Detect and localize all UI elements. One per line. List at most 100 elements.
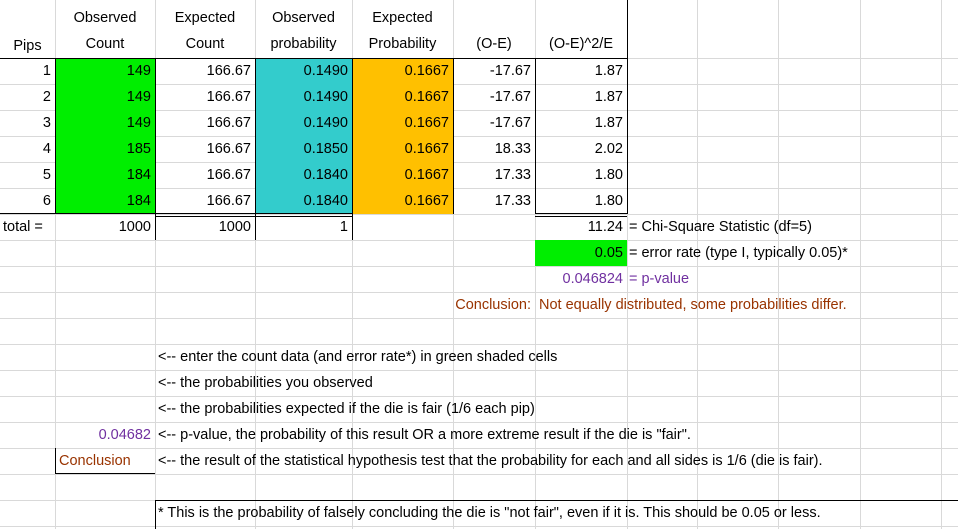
expected-probability-cell[interactable]: 0.1667 (352, 136, 453, 162)
o-minus-e-cell[interactable]: -17.67 (489, 63, 531, 79)
observed-count-cell[interactable]: 184 (55, 162, 155, 188)
o-minus-e-cell[interactable]: 18.33 (494, 141, 531, 157)
observed-probability-cell[interactable]: 0.1490 (255, 84, 352, 110)
expected-count-cell[interactable]: 166.67 (206, 193, 251, 209)
grid-line (0, 474, 958, 475)
header-expected-count-line1: Expected (174, 10, 236, 26)
total-obs-prob-cell[interactable]: 1 (339, 219, 348, 235)
observed-probability-cell[interactable]: 0.1840 (255, 188, 352, 214)
legend-p-value-sample: 0.04682 (98, 427, 151, 443)
expected-probability-cell[interactable]: 0.1667 (352, 162, 453, 188)
error-rate-input-cell[interactable]: 0.05 (535, 240, 627, 266)
observed-probability-cell[interactable]: 0.1490 (255, 58, 352, 84)
o-minus-e-cell[interactable]: -17.67 (489, 115, 531, 131)
header-chi-term: (O-E)^2/E (548, 36, 613, 52)
border (155, 58, 156, 240)
border (352, 58, 353, 240)
border (535, 58, 536, 214)
border (535, 213, 627, 214)
total-observed-cell[interactable]: 1000 (118, 219, 151, 235)
footnote: * This is the probability of falsely con… (158, 505, 821, 521)
total-expected-cell[interactable]: 1000 (218, 219, 251, 235)
grid-line (0, 136, 958, 137)
p-value-label: = p-value (629, 271, 690, 287)
chi-square-value-cell[interactable]: 11.24 (587, 219, 623, 235)
border (155, 500, 958, 501)
observed-count-cell[interactable]: 149 (55, 110, 155, 136)
legend-gold-text: <-- the probabilities expected if the di… (158, 401, 535, 417)
conclusion-label: Conclusion: (455, 297, 531, 313)
header-observed-probability-line1: Observed (272, 10, 335, 26)
observed-count-cell[interactable]: 149 (55, 58, 155, 84)
grid-line (860, 0, 861, 529)
grid-line (155, 0, 156, 529)
chi-term-cell[interactable]: 1.87 (594, 115, 623, 131)
legend-p-value-text: <-- p-value, the probability of this res… (158, 427, 691, 443)
grid-line (941, 0, 942, 529)
o-minus-e-cell[interactable]: 17.33 (494, 167, 531, 183)
pip-cell[interactable]: 3 (42, 115, 51, 131)
expected-count-cell[interactable]: 166.67 (206, 115, 251, 131)
header-expected-count-line2: Count (185, 36, 225, 52)
observed-count-cell[interactable]: 184 (55, 188, 155, 214)
legend-cyan-text: <-- the probabilities you observed (158, 375, 373, 391)
border (55, 58, 56, 214)
chi-term-cell[interactable]: 1.80 (594, 167, 623, 183)
header-observed-count-line2: Count (85, 36, 125, 52)
legend-conclusion-text: <-- the result of the statistical hypoth… (158, 453, 823, 469)
p-value-cell[interactable]: 0.046824 (562, 271, 623, 287)
pip-cell[interactable]: 1 (42, 63, 51, 79)
o-minus-e-cell[interactable]: 17.33 (494, 193, 531, 209)
grid-line (0, 240, 958, 241)
expected-count-cell[interactable]: 166.67 (206, 167, 251, 183)
chi-term-cell[interactable]: 1.80 (594, 193, 623, 209)
grid-line (352, 0, 353, 529)
chi-term-cell[interactable]: 1.87 (594, 63, 623, 79)
expected-count-cell[interactable]: 166.67 (206, 63, 251, 79)
header-expected-probability-line1: Expected (372, 10, 433, 26)
pip-cell[interactable]: 6 (42, 193, 51, 209)
conclusion-result[interactable]: Not equally distributed, some probabilit… (539, 297, 847, 313)
grid-line (778, 0, 779, 529)
header-expected-probability-line2: Probability (368, 36, 437, 52)
observed-probability-cell[interactable]: 0.1840 (255, 162, 352, 188)
legend-green-text: <-- enter the count data (and error rate… (158, 349, 558, 365)
expected-probability-cell[interactable]: 0.1667 (352, 188, 453, 214)
border (155, 500, 156, 529)
border (453, 58, 454, 214)
grid-line (0, 396, 958, 397)
observed-count-cell[interactable]: 149 (55, 84, 155, 110)
grid-line (0, 318, 958, 319)
expected-count-cell[interactable]: 166.67 (206, 141, 251, 157)
header-observed-probability-line2: probability (270, 36, 337, 52)
chi-term-cell[interactable]: 1.87 (594, 89, 623, 105)
observed-probability-cell[interactable]: 0.1490 (255, 110, 352, 136)
pip-cell[interactable]: 4 (42, 141, 51, 157)
grid-line (0, 292, 958, 293)
grid-line (0, 422, 958, 423)
grid-line (0, 448, 958, 449)
grid-line (0, 370, 958, 371)
pip-cell[interactable]: 5 (42, 167, 51, 183)
o-minus-e-cell[interactable]: -17.67 (489, 89, 531, 105)
expected-probability-cell[interactable]: 0.1667 (352, 110, 453, 136)
error-rate-label: = error rate (type I, typically 0.05)* (629, 245, 848, 261)
border (535, 216, 627, 217)
expected-probability-cell[interactable]: 0.1667 (352, 84, 453, 110)
observed-probability-cell[interactable]: 0.1850 (255, 136, 352, 162)
border (0, 213, 352, 214)
observed-count-cell[interactable]: 185 (55, 136, 155, 162)
expected-count-cell[interactable]: 166.67 (206, 89, 251, 105)
border (255, 58, 256, 240)
grid-line (0, 266, 958, 267)
pip-cell[interactable]: 2 (42, 89, 51, 105)
legend-conclusion-sample: Conclusion (59, 453, 131, 469)
grid-line (0, 188, 958, 189)
expected-probability-cell[interactable]: 0.1667 (352, 58, 453, 84)
chi-term-cell[interactable]: 2.02 (594, 141, 623, 157)
grid-line (453, 0, 454, 529)
total-label: total = (3, 219, 43, 235)
grid-line (0, 214, 958, 215)
grid-line (0, 344, 958, 345)
